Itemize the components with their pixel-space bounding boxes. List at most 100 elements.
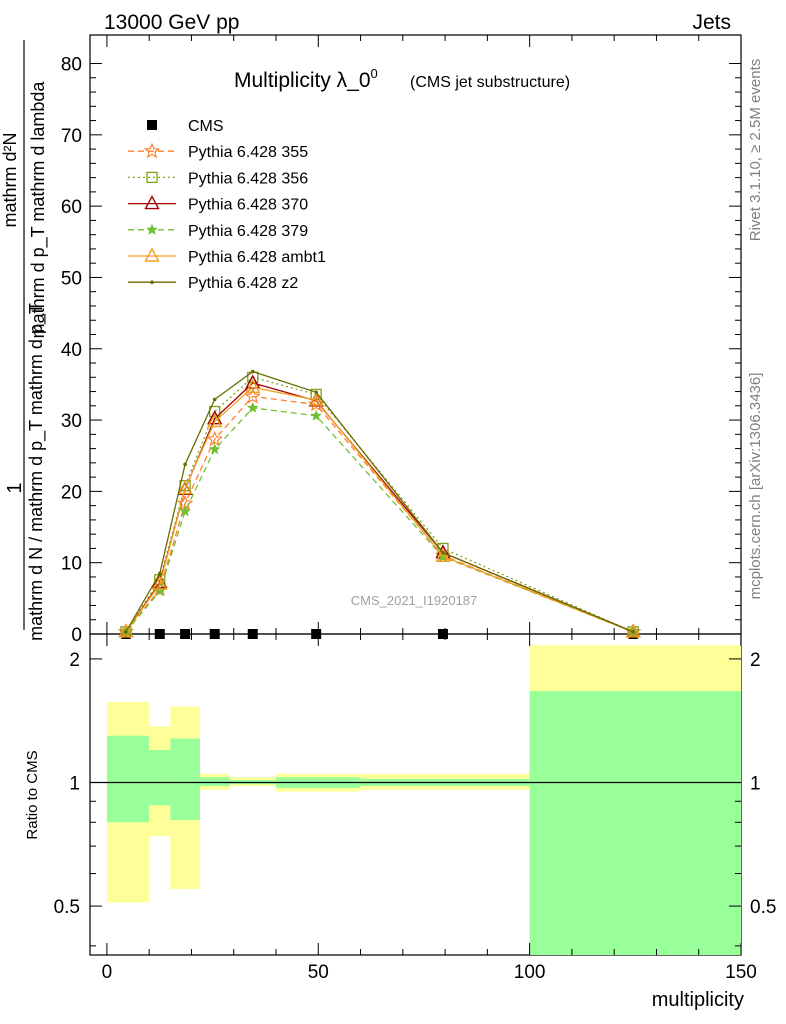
y-tick-label: 40: [61, 340, 82, 361]
ratio-y-tick-label: 2: [69, 650, 80, 671]
y-tick-label: 70: [61, 126, 82, 147]
ratio-y-tick-label: 1: [69, 773, 80, 794]
series-point: [314, 390, 318, 395]
legend: CMS Pythia 6.428 355 Pythia 6.428 356 Pythi…: [128, 118, 326, 292]
series-line: [125, 407, 634, 633]
series-point: [437, 629, 448, 639]
series-point: [207, 413, 223, 428]
series-point: [179, 505, 191, 517]
ratio-bands: [90, 645, 741, 955]
ratio-stat-band: [170, 738, 200, 821]
ratio-axes: 0.5 0.5 1 1 2 2 0 50 100 150: [54, 634, 776, 983]
series-point: [310, 388, 322, 401]
series-6: [124, 369, 636, 634]
y-tick-label: 20: [61, 482, 82, 503]
series-point: [180, 629, 191, 639]
series-point: [244, 387, 261, 404]
mcplots-reference-label: mcplots.cern.ch [arXiv:1306.3436]: [747, 373, 764, 600]
x-tick-label: 100: [514, 962, 546, 983]
series-point: [206, 430, 223, 447]
collision-label: 13000 GeV pp: [104, 11, 239, 34]
series-point: [441, 550, 445, 555]
legend-marker: [143, 142, 161, 159]
legend-label: Pythia 6.428 ambt1: [188, 249, 326, 266]
chart-subtitle: (CMS jet substructure): [410, 74, 570, 91]
series-point: [154, 629, 165, 639]
series-point: [154, 585, 166, 597]
ylabel-inner-denominator: mathrm d p_T mathrm d lambda: [28, 81, 49, 339]
legend-marker: [146, 171, 158, 184]
y-tick-label: 60: [61, 197, 82, 218]
series-line: [125, 386, 634, 633]
series-line: [125, 376, 634, 633]
x-tick-label: 50: [308, 962, 329, 983]
legend-marker: [146, 223, 158, 235]
legend-item: Pythia 6.428 356: [128, 170, 308, 187]
series-point: [207, 410, 223, 425]
analysis-watermark: CMS_2021_I1920187: [351, 593, 478, 608]
legend-marker: [150, 280, 154, 285]
series-point: [247, 629, 258, 639]
y-tick-label: 0: [71, 625, 82, 646]
ylabel-denominator: mathrm d N / mathrm d p_T mathrm d p_T: [26, 303, 47, 641]
main-axes: 0 10 20 30 40 50 60 70 80: [61, 35, 742, 646]
legend-marker: [144, 195, 160, 210]
y-tick-label: 50: [61, 268, 82, 289]
series-point: [247, 401, 259, 413]
ratio-ylabel: Ratio to CMS: [24, 750, 41, 839]
series-point: [157, 571, 162, 576]
series-point: [435, 547, 451, 562]
legend-label: CMS: [188, 118, 224, 135]
process-label: Jets: [692, 11, 731, 34]
x-tick-label: 150: [725, 962, 757, 983]
ratio-y-tick-label-right: 0.5: [750, 897, 776, 918]
ylabel-numerator: mathrm d²N: [0, 132, 20, 227]
series-point: [212, 397, 217, 402]
rivet-version-label: Rivet 3.1.10, ≥ 2.5M events: [747, 59, 764, 242]
ylabel-one: 1: [4, 482, 26, 493]
series-layer: [117, 369, 642, 639]
series-point: [310, 409, 322, 421]
y-tick-label: 80: [61, 55, 82, 76]
legend-marker: [144, 247, 160, 262]
series-point: [631, 630, 636, 634]
series-point: [152, 575, 168, 590]
series-point: [308, 391, 324, 406]
series-point: [118, 623, 134, 638]
chart-title: Multiplicity λ_00: [234, 66, 378, 92]
y-tick-label: 10: [61, 554, 82, 575]
series-point: [250, 369, 255, 374]
ratio-y-tick-label: 0.5: [54, 897, 80, 918]
series-point: [209, 629, 220, 639]
ratio-y-tick-label-right: 2: [750, 650, 761, 671]
legend-label: Pythia 6.428 370: [188, 197, 308, 214]
series-point: [311, 629, 322, 639]
y-tick-label: 30: [61, 411, 82, 432]
series-point: [183, 462, 187, 467]
legend-marker: [147, 120, 157, 130]
legend-item: Pythia 6.428 z2: [128, 275, 298, 292]
legend-label: Pythia 6.428 379: [188, 223, 308, 240]
series-point: [209, 443, 221, 455]
series-point: [124, 630, 128, 634]
series-point: [245, 378, 261, 393]
series-line: [125, 370, 634, 633]
x-tick-label: 0: [102, 962, 113, 983]
legend-item: Pythia 6.428 355: [128, 142, 308, 161]
ratio-stat-band: [106, 735, 150, 823]
legend-label: Pythia 6.428 356: [188, 170, 308, 187]
legend-label: Pythia 6.428 z2: [188, 275, 298, 292]
ratio-stat-band: [529, 691, 741, 955]
legend-label: Pythia 6.428 355: [188, 144, 308, 161]
ratio-stat-band: [199, 777, 230, 787]
x-axis-label: multiplicity: [652, 989, 744, 1011]
ratio-y-tick-label-right: 1: [750, 773, 761, 794]
legend-item: Pythia 6.428 ambt1: [128, 247, 326, 266]
main-ylabel: 1 mathrm d²N mathrm d p_T mathrm d lambd…: [0, 40, 49, 641]
legend-item: Pythia 6.428 379: [128, 223, 308, 240]
ratio-stat-band: [149, 749, 171, 806]
series-point: [177, 480, 193, 495]
legend-item: CMS: [147, 118, 224, 135]
legend-item: Pythia 6.428 370: [128, 195, 308, 214]
